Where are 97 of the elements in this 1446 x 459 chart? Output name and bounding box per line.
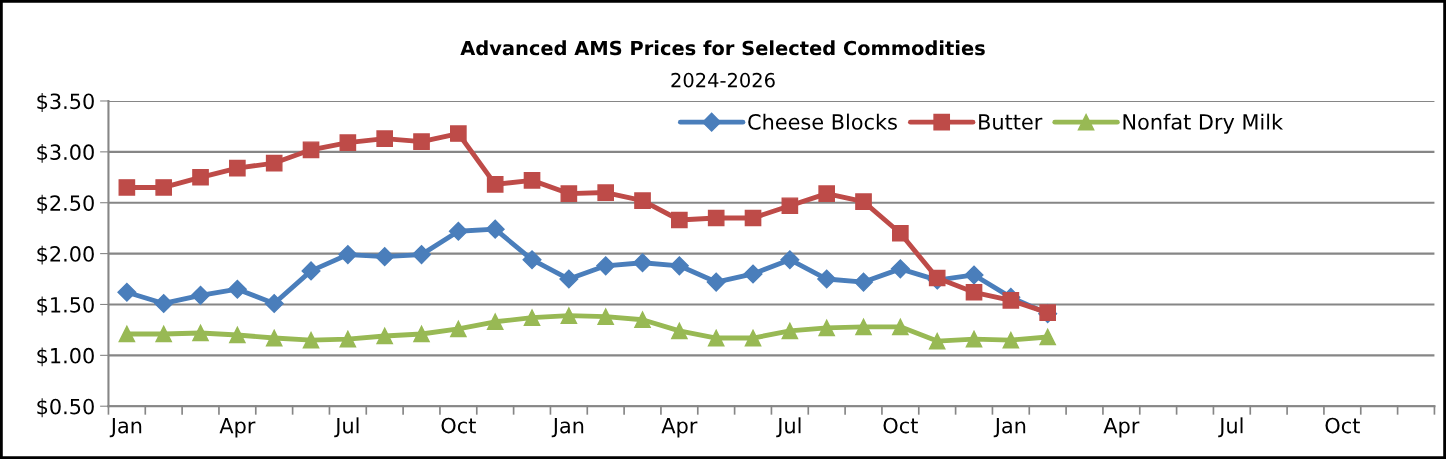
point — [965, 330, 983, 348]
x-tick-label: Apr — [1103, 417, 1140, 438]
point — [486, 313, 504, 331]
point — [523, 309, 541, 327]
point — [818, 185, 836, 202]
point — [265, 154, 283, 172]
point — [560, 307, 578, 324]
point — [118, 179, 136, 196]
point — [965, 283, 983, 301]
point — [522, 250, 542, 270]
point — [1039, 328, 1057, 346]
point — [560, 185, 578, 202]
y-tick-label: $2.50 — [37, 194, 94, 214]
point — [818, 319, 836, 337]
point — [596, 256, 616, 276]
point — [413, 325, 430, 343]
point — [890, 259, 910, 279]
point — [154, 293, 174, 313]
point — [597, 308, 615, 326]
point — [155, 179, 173, 196]
point — [448, 221, 468, 241]
point — [707, 209, 725, 227]
point — [780, 250, 800, 270]
x-tick-label: Jan — [109, 417, 142, 438]
y-tick-label: $0.50 — [37, 398, 94, 418]
point — [339, 330, 357, 348]
point — [634, 192, 651, 210]
point — [853, 272, 874, 292]
point — [192, 168, 209, 186]
legend-label: Cheese Blocks — [748, 113, 897, 130]
point — [190, 285, 211, 305]
point — [450, 125, 467, 142]
x-tick-label: Jan — [993, 417, 1026, 438]
point — [892, 224, 909, 242]
y-tick-label: $1.50 — [37, 296, 94, 316]
point — [744, 209, 762, 227]
point — [892, 318, 909, 336]
x-tick-label: Jul — [1218, 417, 1243, 438]
y-tick-label: $2.00 — [37, 245, 94, 265]
point — [117, 282, 137, 302]
x-tick-label: Oct — [1325, 417, 1360, 434]
point — [485, 219, 505, 239]
point — [229, 159, 246, 177]
point — [413, 133, 430, 151]
point — [227, 279, 247, 299]
y-tick-label: $3.00 — [37, 143, 94, 163]
point — [376, 130, 394, 147]
point — [265, 329, 283, 347]
chart-title: Advanced AMS Prices for Selected Commodities — [460, 40, 985, 56]
point — [781, 322, 799, 340]
x-tick-label: Oct — [883, 417, 918, 434]
point — [302, 331, 320, 349]
point — [706, 272, 726, 292]
legend-label: Butter — [979, 114, 1043, 130]
point — [523, 172, 541, 189]
point — [928, 332, 946, 350]
point — [1002, 331, 1020, 349]
point — [855, 318, 872, 336]
point — [376, 327, 394, 345]
x-tick-label: Jan — [551, 417, 584, 438]
point — [707, 329, 725, 347]
point — [781, 197, 799, 215]
chart-subtitle: 2024-2026 — [671, 72, 775, 88]
x-tick-label: Apr — [219, 417, 256, 438]
point — [375, 247, 395, 267]
point — [155, 325, 173, 343]
y-tick-label: $3.50 — [37, 93, 94, 112]
x-tick-label: Jul — [334, 417, 359, 438]
point — [338, 245, 358, 265]
x-tick-label: Apr — [661, 417, 698, 438]
point — [669, 256, 689, 276]
point — [192, 324, 209, 342]
x-tick-label: Oct — [441, 417, 476, 434]
x-tick-label: Jul — [776, 417, 801, 438]
y-tick-label: $1.00 — [37, 347, 94, 367]
point — [559, 269, 579, 289]
point — [339, 134, 357, 152]
point — [597, 184, 615, 201]
point — [486, 176, 504, 193]
point — [744, 329, 762, 347]
point — [302, 141, 320, 159]
point — [817, 269, 837, 289]
point — [229, 326, 246, 344]
point — [632, 253, 653, 273]
point — [671, 211, 688, 229]
point — [964, 265, 984, 285]
point — [411, 245, 432, 265]
point — [634, 311, 651, 329]
point — [855, 193, 872, 211]
point — [264, 293, 284, 313]
point — [1002, 292, 1020, 309]
point — [743, 264, 763, 284]
point — [301, 261, 321, 281]
point — [671, 322, 688, 340]
point — [450, 320, 467, 338]
point — [118, 325, 136, 343]
legend-label: Nonfat Dry Milk — [1123, 113, 1284, 134]
